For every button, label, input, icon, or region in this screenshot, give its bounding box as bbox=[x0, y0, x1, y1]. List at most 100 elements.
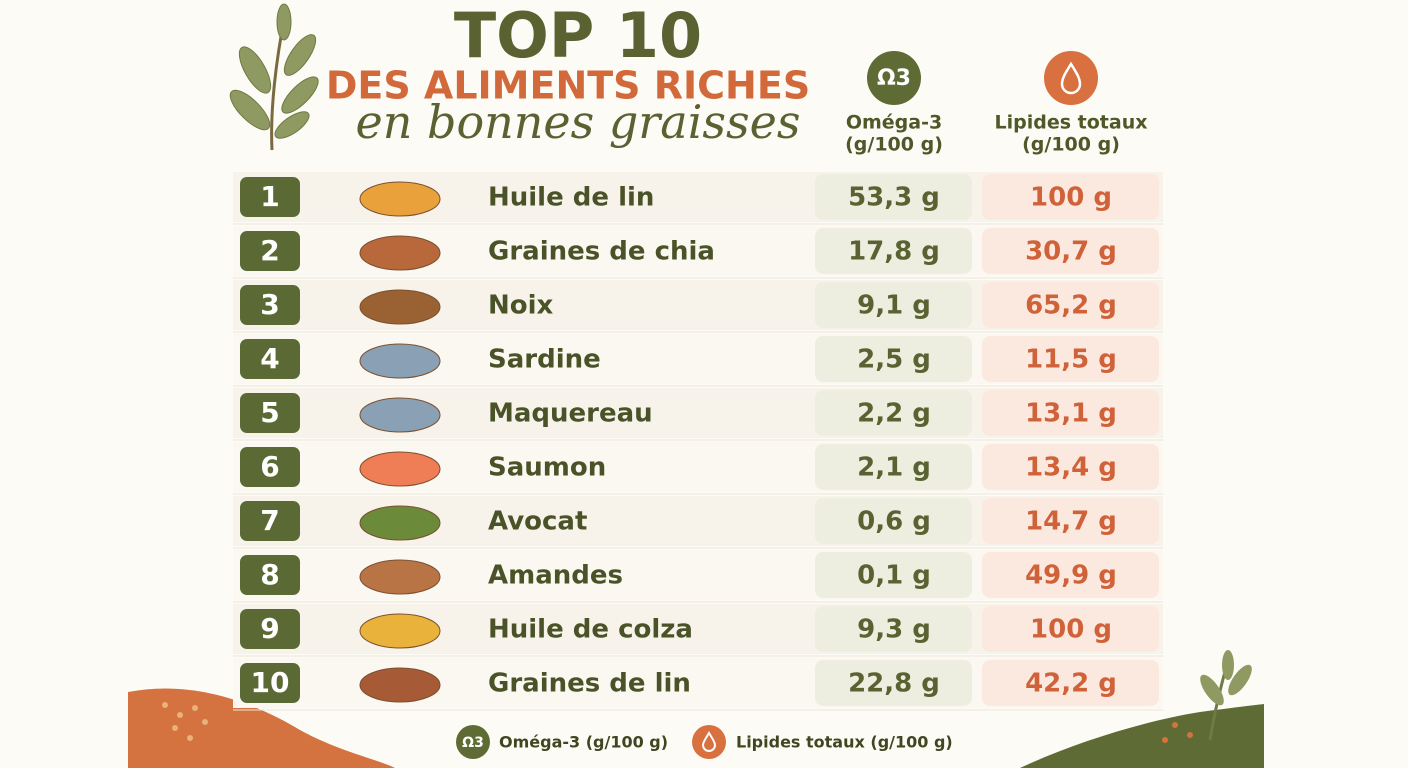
rank: 6 bbox=[260, 450, 279, 483]
column-header: Oméga-3 bbox=[846, 112, 942, 134]
legend-omega-icon-label: Ω3 bbox=[462, 735, 484, 751]
legend-lipids-icon bbox=[692, 725, 726, 759]
food-name: Graines de lin bbox=[488, 669, 691, 699]
drop-icon bbox=[1060, 61, 1082, 95]
omega-cell bbox=[815, 444, 972, 490]
food-icon bbox=[359, 343, 441, 379]
lipids-cell bbox=[982, 444, 1159, 490]
food-name: Amandes bbox=[488, 561, 623, 591]
food-icon bbox=[359, 397, 441, 433]
omega-value: 2,2 g bbox=[857, 399, 931, 429]
lipids-value: 11,5 g bbox=[1025, 345, 1117, 375]
rank-badge bbox=[240, 339, 300, 379]
omega-icon bbox=[867, 51, 921, 105]
rank: 2 bbox=[260, 234, 279, 267]
food-name: Noix bbox=[488, 291, 554, 321]
omega-value: 0,1 g bbox=[857, 561, 931, 591]
rank-badge bbox=[240, 501, 300, 541]
tagline: en bonnes graisses bbox=[356, 95, 801, 149]
rank-badge bbox=[240, 555, 300, 595]
omega-value: 2,5 g bbox=[857, 345, 931, 375]
title: TOP 10 bbox=[454, 0, 702, 72]
food-name: Maquereau bbox=[488, 399, 653, 429]
rank: 5 bbox=[260, 396, 279, 429]
column-header: Lipides totaux bbox=[995, 112, 1148, 134]
lipids-cell bbox=[982, 390, 1159, 436]
omega-value: 0,6 g bbox=[857, 507, 931, 537]
food-name: Sardine bbox=[488, 345, 601, 375]
omega-value: 9,3 g bbox=[857, 615, 931, 645]
lipids-value: 49,9 g bbox=[1025, 561, 1117, 591]
drop-icon bbox=[701, 731, 717, 752]
rank: 8 bbox=[260, 558, 279, 591]
food-icon bbox=[359, 667, 441, 703]
lipids-cell bbox=[982, 174, 1159, 220]
lipids-value: 65,2 g bbox=[1025, 291, 1117, 321]
rank: 1 bbox=[260, 180, 279, 213]
rank: 4 bbox=[260, 342, 279, 375]
lipids-cell bbox=[982, 552, 1159, 598]
decor-blob bbox=[1020, 704, 1264, 768]
food-icon bbox=[359, 451, 441, 487]
omega-value: 22,8 g bbox=[848, 669, 940, 699]
lipids-value: 30,7 g bbox=[1025, 237, 1117, 267]
food-icon bbox=[359, 235, 441, 271]
rank: 9 bbox=[260, 612, 279, 645]
food-icon bbox=[359, 505, 441, 541]
leaf-branch bbox=[1162, 650, 1252, 743]
omega-cell bbox=[815, 282, 972, 328]
subtitle: DES ALIMENTS RICHES bbox=[326, 64, 810, 108]
lipids-value: 100 g bbox=[1030, 183, 1112, 213]
food-icon bbox=[359, 613, 441, 649]
omega-cell bbox=[815, 228, 972, 274]
legend-omega-icon bbox=[456, 725, 490, 759]
table: 1 Huile de lin 53,3 g 100 g 2 Graines de chia… bbox=[233, 172, 1163, 711]
food-name: Huile de colza bbox=[488, 615, 693, 645]
lipids-cell bbox=[982, 660, 1159, 706]
omega-value: 17,8 g bbox=[848, 237, 940, 267]
omega-cell bbox=[815, 606, 972, 652]
rank-badge bbox=[240, 285, 300, 325]
column-unit: (g/100 g) bbox=[845, 134, 943, 156]
lipids-icon bbox=[1044, 51, 1098, 105]
seeds bbox=[162, 702, 208, 741]
column-unit: (g/100 g) bbox=[1022, 134, 1120, 156]
food-icon bbox=[359, 181, 441, 217]
omega-icon-label: Ω3 bbox=[877, 66, 911, 91]
lipids-value: 100 g bbox=[1030, 615, 1112, 645]
rank: 10 bbox=[251, 666, 290, 699]
rank-badge bbox=[240, 393, 300, 433]
omega-value: 53,3 g bbox=[848, 183, 940, 213]
leaf-branch bbox=[229, 3, 319, 151]
food-name: Huile de lin bbox=[488, 183, 654, 213]
food-name: Graines de chia bbox=[488, 237, 715, 267]
food-icon bbox=[359, 559, 441, 595]
omega-value: 9,1 g bbox=[857, 291, 931, 321]
omega-value: 2,1 g bbox=[857, 453, 931, 483]
omega-cell bbox=[815, 390, 972, 436]
rank-badge bbox=[240, 609, 300, 649]
rank: 3 bbox=[260, 288, 279, 321]
lipids-cell bbox=[982, 606, 1159, 652]
legend-label: Lipides totaux (g/100 g) bbox=[736, 733, 953, 752]
lipids-value: 13,4 g bbox=[1025, 453, 1117, 483]
omega-cell bbox=[815, 498, 972, 544]
lipids-cell bbox=[982, 282, 1159, 328]
legend-label: Oméga-3 (g/100 g) bbox=[499, 733, 668, 752]
rank-badge bbox=[240, 663, 300, 703]
lipids-cell bbox=[982, 498, 1159, 544]
lipids-cell bbox=[982, 228, 1159, 274]
omega-cell bbox=[815, 336, 972, 382]
food-name: Avocat bbox=[488, 507, 587, 537]
omega-cell bbox=[815, 660, 972, 706]
lipids-value: 14,7 g bbox=[1025, 507, 1117, 537]
lipids-value: 13,1 g bbox=[1025, 399, 1117, 429]
food-name: Saumon bbox=[488, 453, 606, 483]
omega-cell bbox=[815, 552, 972, 598]
food-icon bbox=[359, 289, 441, 325]
lipids-cell bbox=[982, 336, 1159, 382]
rank-badge bbox=[240, 177, 300, 217]
rank-badge bbox=[240, 447, 300, 487]
rank-badge bbox=[240, 231, 300, 271]
